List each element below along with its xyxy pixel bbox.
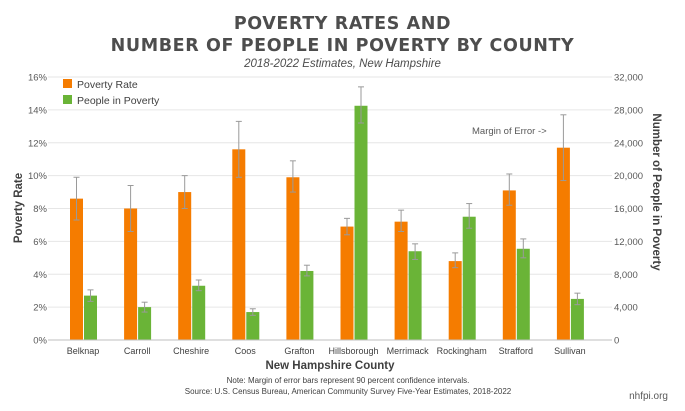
legend-label-poverty-rate: Poverty Rate: [77, 79, 138, 91]
category-label: Sullivan: [554, 346, 586, 356]
people-in-poverty-bar: [570, 298, 584, 340]
right-tick-label: 12,000: [614, 237, 643, 248]
poverty-rate-bar: [556, 147, 570, 340]
category-label: Coos: [235, 346, 257, 356]
left-tick-label: 10%: [28, 171, 48, 182]
people-in-poverty-bar: [192, 285, 206, 340]
category-label: Merrimack: [387, 346, 429, 356]
footer-source: Source: U.S. Census Bureau, American Com…: [185, 387, 512, 396]
y-axis-left-title: Poverty Rate: [13, 173, 25, 243]
poverty-rate-bar: [448, 261, 462, 340]
category-label: Belknap: [67, 346, 100, 356]
chart-title-line-2: NUMBER OF PEOPLE IN POVERTY BY COUNTY: [111, 36, 575, 56]
footer-note: Note: Margin of error bars represent 90 …: [227, 376, 470, 385]
right-axis-ticks: 0 4,000 8,000 12,000 16,000 20,000 24,000 28,00…: [614, 73, 643, 347]
left-tick-label: 2%: [33, 303, 47, 314]
poverty-rate-bar: [232, 149, 246, 340]
legend-swatch-people-in-poverty: [63, 95, 72, 104]
legend-label-people-in-poverty: People in Poverty: [77, 95, 160, 107]
category-labels: Belknap Carroll Cheshire Coos Grafton Hillsbo…: [67, 346, 586, 356]
people-in-poverty-bar: [84, 295, 97, 340]
x-axis-title: New Hampshire County: [265, 360, 395, 372]
right-tick-label: 0: [614, 336, 619, 347]
poverty-rate-bar: [124, 208, 138, 340]
left-axis-ticks: 0% 2% 4% 6% 8% 10% 12% 14% 16%: [28, 73, 48, 347]
chart-title-line-1: POVERTY RATES AND: [234, 14, 451, 34]
left-tick-label: 8%: [33, 204, 47, 215]
poverty-rate-bar: [286, 177, 300, 340]
right-tick-label: 8,000: [614, 270, 638, 281]
margin-of-error-annotation: Margin of Error ->: [472, 126, 547, 137]
left-tick-label: 14%: [28, 105, 48, 116]
people-in-poverty-bar: [516, 248, 530, 340]
category-label: Grafton: [284, 346, 314, 356]
footer-credit: nhfpi.org: [629, 391, 668, 402]
right-tick-label: 20,000: [614, 171, 643, 182]
category-label: Strafford: [499, 346, 533, 356]
people-in-poverty-bar: [246, 312, 260, 340]
poverty-rate-bar: [394, 221, 408, 340]
left-tick-label: 4%: [33, 270, 47, 281]
left-tick-label: 16%: [28, 73, 48, 84]
poverty-rate-bar: [502, 190, 516, 340]
left-tick-label: 0%: [33, 336, 47, 347]
poverty-rate-bar: [178, 192, 192, 340]
right-tick-label: 24,000: [614, 138, 643, 149]
right-tick-label: 32,000: [614, 73, 643, 84]
gridlines: [48, 76, 612, 308]
category-label: Rockingham: [437, 346, 487, 356]
left-tick-label: 6%: [33, 237, 47, 248]
right-tick-label: 28,000: [614, 105, 643, 116]
people-in-poverty-bar: [462, 216, 476, 340]
category-label: Cheshire: [173, 346, 209, 356]
category-label: Hillsborough: [328, 346, 378, 356]
chart-subtitle: 2018-2022 Estimates, New Hampshire: [243, 58, 441, 70]
bars: [70, 86, 584, 340]
people-in-poverty-bar: [138, 307, 152, 340]
category-label: Carroll: [124, 346, 151, 356]
left-tick-label: 12%: [28, 138, 48, 149]
y-axis-right-title: Number of People in Poverty: [650, 113, 662, 271]
right-tick-label: 4,000: [614, 303, 638, 314]
legend-swatch-poverty-rate: [63, 79, 72, 88]
right-tick-label: 16,000: [614, 204, 643, 215]
poverty-rate-bar: [70, 198, 83, 340]
legend: Poverty Rate People in Poverty: [63, 79, 160, 107]
poverty-rate-bar: [340, 226, 354, 340]
people-in-poverty-bar: [408, 251, 422, 340]
people-in-poverty-bar: [354, 105, 368, 340]
people-in-poverty-bar: [300, 270, 314, 340]
